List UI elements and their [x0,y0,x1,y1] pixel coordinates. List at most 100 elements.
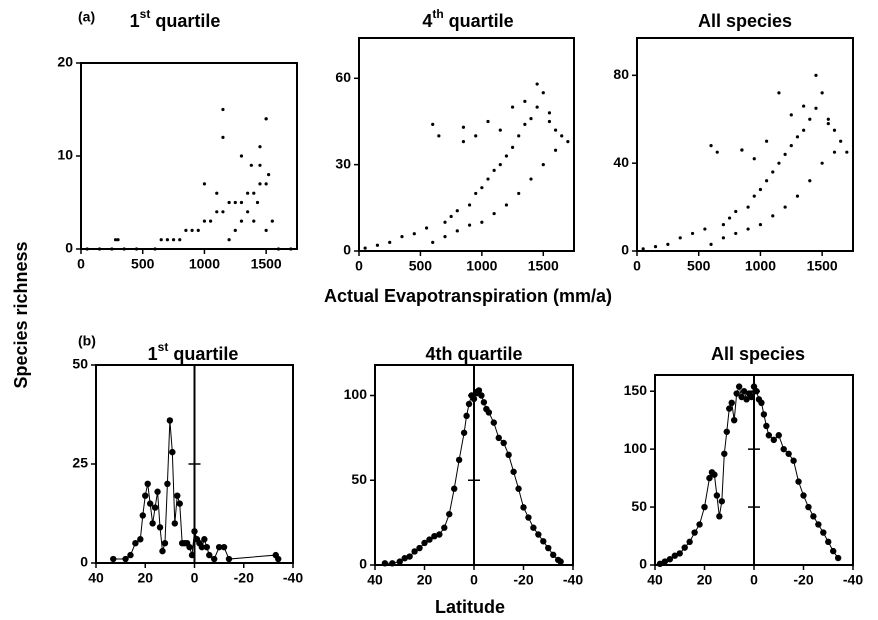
point [412,232,416,236]
marker [142,492,149,499]
point [666,242,670,247]
marker [191,528,198,535]
marker [463,412,470,420]
marker [676,550,683,557]
point [734,209,738,214]
marker [406,553,413,560]
point [431,240,435,244]
marker [139,512,146,519]
point [795,135,800,139]
title-part: st [140,7,151,21]
point [400,235,404,239]
x-axis-title: Latitude [435,597,505,617]
x-tick-label: 40 [647,572,663,588]
point [734,231,738,236]
point [808,179,812,183]
marker [820,529,827,536]
plot-frame [80,62,298,250]
marker [775,432,782,439]
title-part: quartile [168,344,238,364]
x-tick-label: 20 [137,570,153,586]
marker [805,503,812,511]
marker [215,543,223,551]
point [746,205,750,209]
x-tick-label: -40 [283,570,303,586]
point [455,229,459,233]
y-tick-label: 40 [613,154,629,170]
marker [206,551,213,559]
point [431,122,435,126]
y-tick-label: 20 [57,54,73,70]
y-tick-label: 0 [639,556,647,572]
point [461,140,466,144]
marker [795,478,802,485]
x-tick-label: 20 [417,572,433,588]
marker [830,547,837,555]
x-tick-label: 0 [191,570,199,586]
point [814,106,818,110]
point [553,148,558,152]
line [659,384,839,565]
marker [515,485,522,492]
point [535,105,539,109]
point [239,200,244,205]
marker [740,388,748,395]
marker [174,492,181,499]
y-tick-label: 50 [631,498,647,514]
title-part: 1 [130,11,140,31]
y-tick-label: 50 [72,356,88,372]
marker [721,450,728,457]
x-tick-label: 20 [697,572,713,588]
point [566,140,570,144]
point [388,240,392,244]
marker [110,555,117,563]
marker [713,492,721,499]
marker [815,521,822,528]
x-tick-label: 0 [355,258,363,274]
marker [728,399,735,407]
y-tick-label: 25 [72,455,88,471]
marker [810,513,817,520]
marker [530,524,537,531]
point [171,238,176,242]
point [517,191,521,196]
title-part: All species [711,344,805,364]
marker [763,422,770,430]
title-part: st [158,340,169,354]
point [709,143,713,148]
point [727,216,732,220]
point [802,104,806,108]
point [641,247,645,251]
x-tick-label: 500 [409,258,433,274]
point [221,135,225,139]
point [758,223,763,227]
point [363,246,367,250]
marker [151,504,159,511]
x-tick-label: 1000 [745,258,776,274]
marker [661,558,669,565]
point [443,235,447,239]
point [709,242,713,247]
marker [176,500,183,507]
point [246,210,250,214]
point [153,247,157,251]
point [122,247,126,251]
y-tick-label: 150 [624,382,648,398]
y-tick-label: 100 [344,386,368,402]
point [97,247,102,251]
chart-title: 4th quartile [422,7,513,31]
point [233,200,237,205]
marker [188,551,196,559]
x-tick-label: -20 [513,572,533,588]
marker [161,540,169,547]
point [839,139,843,143]
point [289,247,293,251]
marker [480,399,488,406]
marker [144,480,151,487]
marker [225,555,233,563]
x-tick-label: 1500 [251,256,282,272]
point [264,117,268,121]
point [808,117,812,121]
marker [681,544,688,551]
marker [748,393,755,401]
